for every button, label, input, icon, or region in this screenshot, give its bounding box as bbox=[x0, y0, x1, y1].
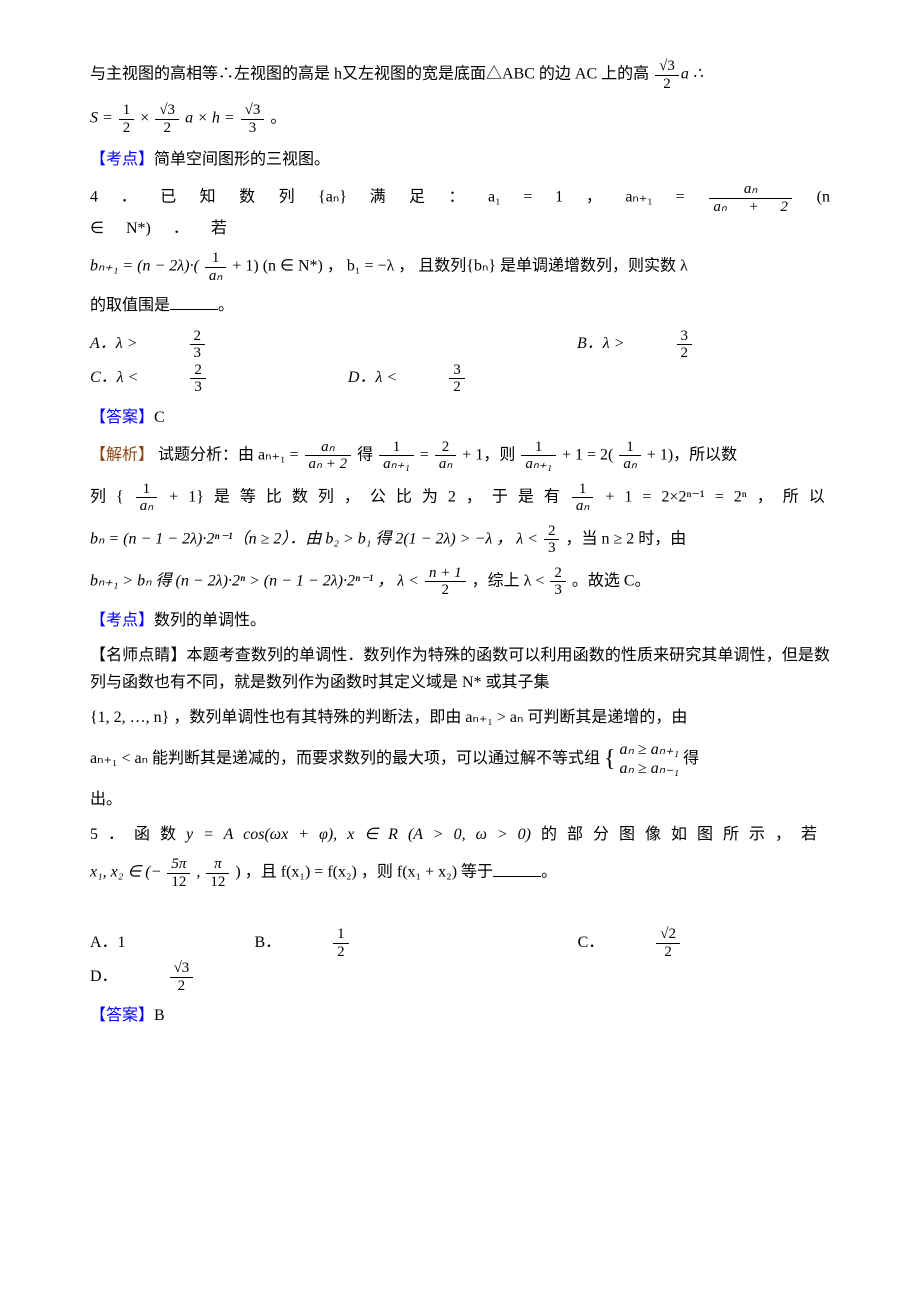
q4-answer: 【答案】C bbox=[90, 404, 830, 431]
q4-tip-line3: aₙ₊₁ < aₙ 能判断其是递减的，而要求数列的最大项，可以通过解不等式组 {… bbox=[90, 740, 830, 778]
q4-tip-line1: 【名师点睛】本题考查数列的单调性．数列作为特殊的函数可以利用函数的性质来研究其单… bbox=[90, 642, 830, 696]
q4-tip-line4: 出。 bbox=[90, 786, 830, 813]
option-c: C．√22 bbox=[578, 926, 780, 960]
text: 与主视图的高相等∴左视图的高是 h又左视图的宽是底面△ABC 的边 AC 上的高 bbox=[90, 66, 649, 83]
frac: 1aₙ bbox=[205, 250, 226, 284]
option-d: D．λ < 32 bbox=[348, 362, 557, 396]
answer-label: 【答案】 bbox=[90, 409, 154, 426]
kaodian-label: 【考点】 bbox=[90, 151, 154, 168]
q4-stem-line1: 4 ． 已 知 数 列 {aₙ} 满 足 ： a₁ = 1 ， aₙ₊₁ = a… bbox=[90, 181, 830, 242]
frac: 12 bbox=[119, 102, 135, 136]
q4-jiexi-line1: 【解析】 试题分析：由 aₙ₊₁ = aₙaₙ + 2 得 1aₙ₊₁ = 2a… bbox=[90, 439, 830, 473]
brace-icon: { bbox=[604, 747, 616, 771]
frac: aₙaₙ + 2 bbox=[709, 181, 792, 215]
system: aₙ ≥ aₙ₊₁ aₙ ≥ aₙ₋₁ bbox=[620, 740, 680, 778]
top-kaodian: 【考点】简单空间图形的三视图。 bbox=[90, 146, 830, 173]
frac: √32 bbox=[155, 102, 179, 136]
kaodian-label: 【考点】 bbox=[90, 612, 154, 629]
q4-stem-line2: bₙ₊₁ = (n − 2λ)·( 1aₙ + 1) (n ∈ N*) ， b₁… bbox=[90, 250, 830, 284]
option-b: B．λ > 32 bbox=[577, 328, 784, 362]
q5-stem-line2: x₁, x₂ ∈ (− 5π12 , π12 ) ，且 f(x₁) = f(x₂… bbox=[90, 856, 830, 890]
q5-options: A．1 B．12 C．√22 D．√32 bbox=[90, 926, 830, 994]
answer-label: 【答案】 bbox=[90, 1007, 154, 1024]
q5-stem-line1: 5 ． 函 数 y = A cos(ωx + φ), x ∈ R (A > 0,… bbox=[90, 821, 830, 848]
q4-jiexi-line2: 列 { 1aₙ + 1} 是 等 比 数 列 ， 公 比 为 2 ， 于 是 有… bbox=[90, 481, 830, 515]
q4-kaodian: 【考点】数列的单调性。 bbox=[90, 607, 830, 634]
frac: √3 2 bbox=[655, 58, 679, 92]
spacer bbox=[90, 898, 830, 918]
top-line1: 与主视图的高相等∴左视图的高是 h又左视图的宽是底面△ABC 的边 AC 上的高… bbox=[90, 58, 830, 92]
option-a: A．λ > 23 bbox=[90, 328, 297, 362]
option-a: A．1 bbox=[90, 929, 126, 956]
q4-options: A．λ > 23 B．λ > 32 C．λ < 23 D．λ < 32 bbox=[90, 328, 830, 396]
option-b: B．12 bbox=[254, 926, 448, 960]
jiexi-label: 【解析】 bbox=[90, 446, 154, 463]
option-d: D．√32 bbox=[90, 960, 293, 994]
option-c: C．λ < 23 bbox=[90, 362, 298, 396]
top-equation: S = 12 × √32 a × h = √33 。 bbox=[90, 102, 830, 136]
q5-answer: 【答案】B bbox=[90, 1002, 830, 1029]
blank bbox=[170, 293, 218, 310]
q4-jiexi-line3: bₙ = (n − 1 − 2λ)·2ⁿ⁻¹（n ≥ 2）．由 b₂ > b₁ … bbox=[90, 523, 830, 557]
q4-tip-line2: {1, 2, …, n} ，数列单调性也有其特殊的判断法，即由 aₙ₊₁ > a… bbox=[90, 704, 830, 731]
q4-stem-line3: 的取值围是。 bbox=[90, 292, 830, 319]
frac: √33 bbox=[241, 102, 265, 136]
q4-jiexi-line4: bₙ₊₁ > bₙ 得 (n − 2λ)·2ⁿ > (n − 1 − 2λ)·2… bbox=[90, 565, 830, 599]
blank bbox=[493, 860, 541, 877]
